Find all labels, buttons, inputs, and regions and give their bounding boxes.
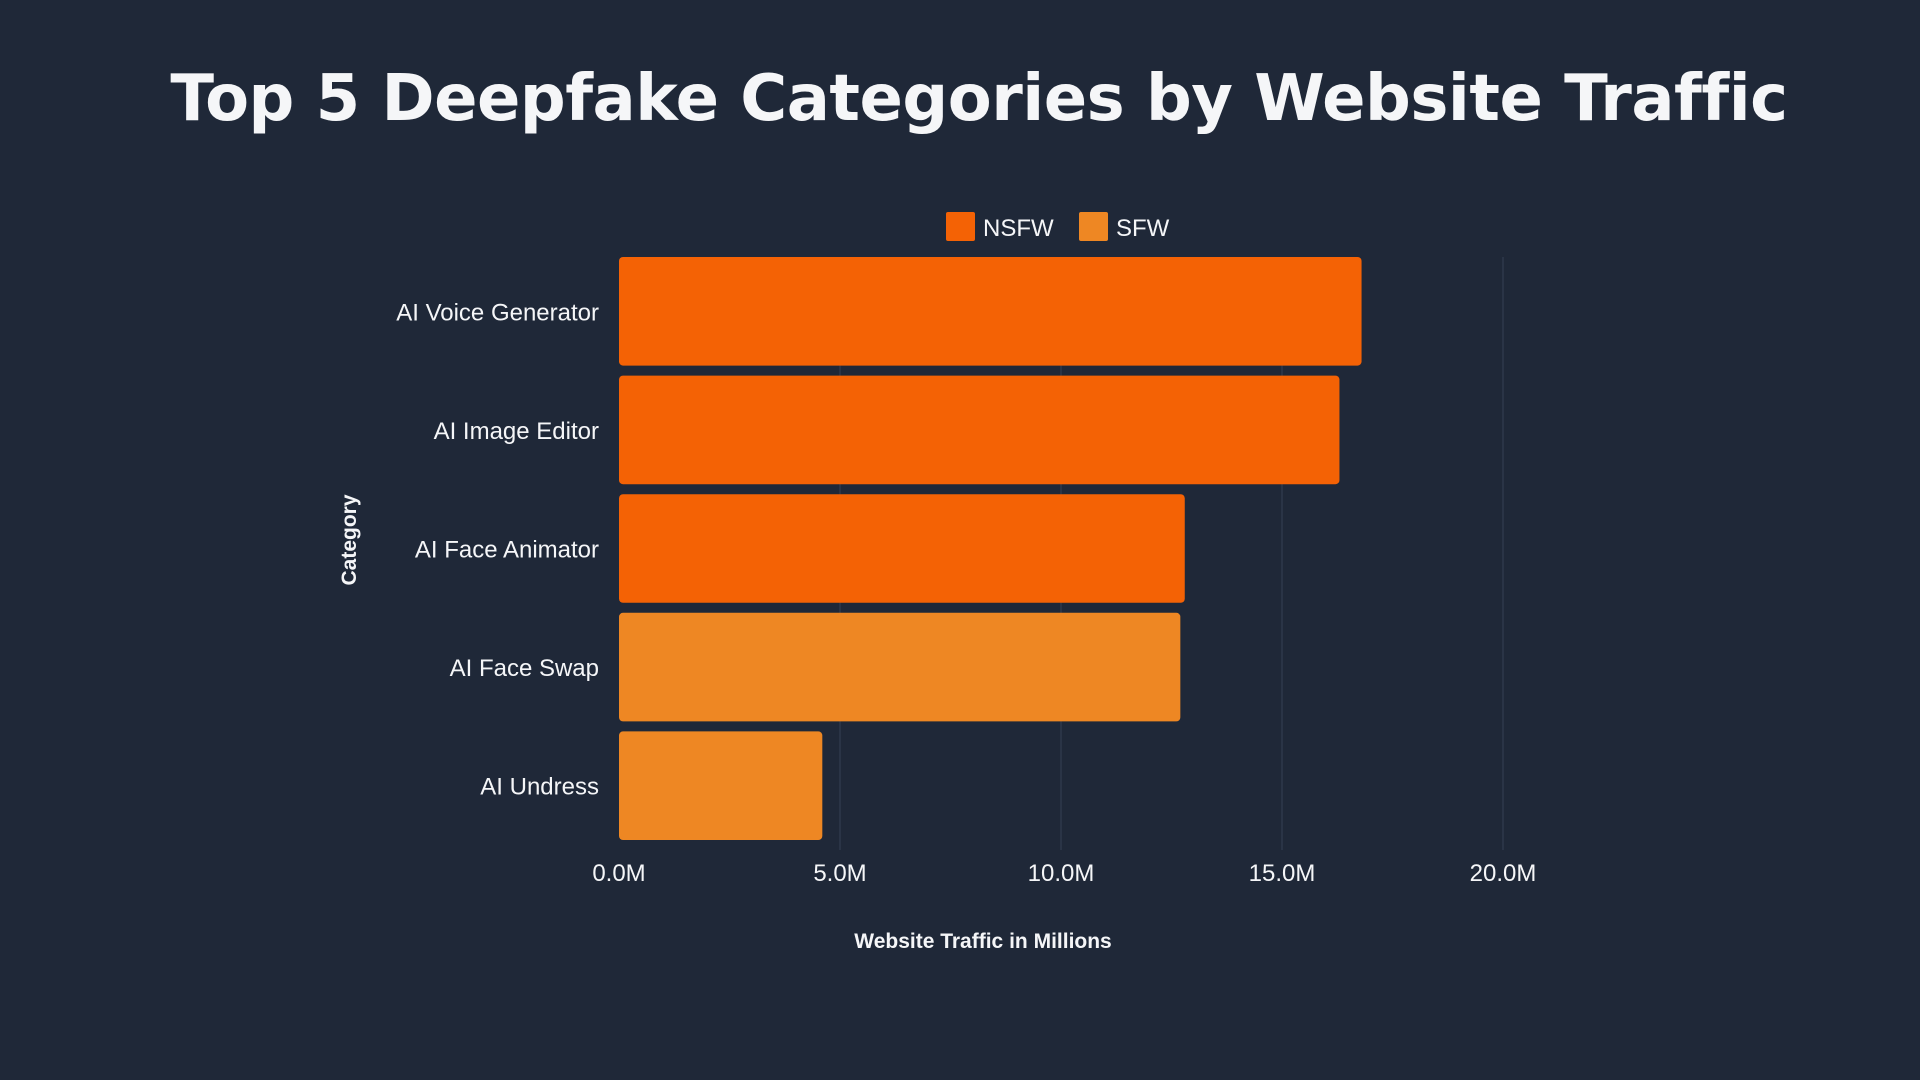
y-tick-label: AI Undress xyxy=(480,774,599,801)
y-tick-label: AI Voice Generator xyxy=(396,299,599,326)
y-tick-label: AI Face Swap xyxy=(450,655,599,682)
bar xyxy=(619,612,1181,722)
bar xyxy=(619,375,1340,485)
x-tick-label: 10.0M xyxy=(1028,860,1095,887)
legend: NSFW SFW xyxy=(946,212,1170,242)
bar xyxy=(619,731,823,840)
bar xyxy=(619,494,1185,603)
y-tick-label: AI Face Animator xyxy=(415,537,599,564)
legend-swatch-nsfw xyxy=(946,212,975,241)
x-tick-label: 15.0M xyxy=(1249,860,1316,887)
chart-title: Top 5 Deepfake Categories by Website Tra… xyxy=(170,62,1788,136)
bars xyxy=(619,257,1362,840)
x-tick-label: 5.0M xyxy=(813,860,866,887)
bar xyxy=(619,257,1362,366)
x-tick-labels: 0.0M 5.0M 10.0M 15.0M 20.0M xyxy=(592,860,1536,887)
legend-label-nsfw: NSFW xyxy=(983,215,1054,242)
x-tick-label: 0.0M xyxy=(592,860,645,887)
legend-label-sfw: SFW xyxy=(1116,215,1170,242)
y-axis-label: Category xyxy=(338,494,361,585)
y-tick-label: AI Image Editor xyxy=(434,418,599,445)
x-axis-label: Website Traffic in Millions xyxy=(854,930,1112,953)
x-tick-label: 20.0M xyxy=(1470,860,1537,887)
y-tick-labels: AI Voice Generator AI Image Editor AI Face… xyxy=(396,299,599,800)
legend-swatch-sfw xyxy=(1079,212,1108,241)
